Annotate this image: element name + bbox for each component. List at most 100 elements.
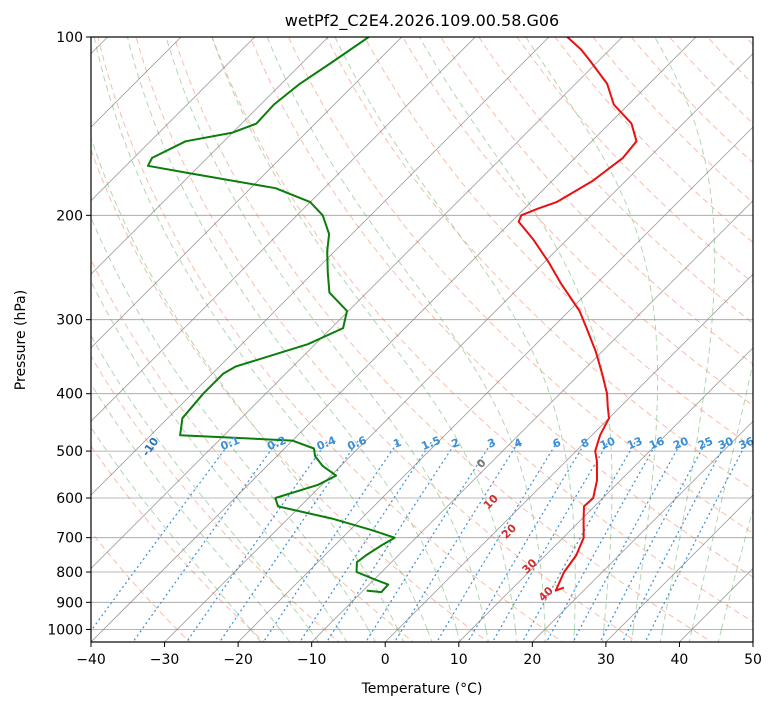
x-tick-label: −40	[76, 652, 106, 668]
mixing-ratio-line	[325, 440, 458, 642]
mixing-ratio-label: 10	[598, 434, 617, 452]
moist-adiabat-line	[93, 37, 433, 642]
moist-adiabat-label: 10	[481, 492, 501, 512]
mixing-ratio-label: 1.5	[420, 434, 443, 453]
isotherm-line	[164, 53, 753, 642]
x-tick-label: 30	[597, 652, 615, 668]
plot-frame	[90, 36, 754, 643]
y-tick-label: 900	[56, 595, 83, 611]
mixing-ratio-label: 13	[625, 434, 644, 452]
mixing-ratio-line	[132, 440, 279, 642]
x-tick-label: −30	[150, 652, 180, 668]
moist-adiabat-line	[165, 37, 490, 642]
mixing-ratio-label: 25	[696, 434, 715, 452]
moist-adiabat-line	[334, 37, 576, 642]
moist-adiabat-line	[525, 37, 659, 642]
mixing-ratio-label: 2	[450, 436, 462, 451]
mixing-ratio-label: 1	[391, 436, 403, 451]
mixing-ratio-line	[185, 440, 329, 642]
dry-adiabat-line	[135, 37, 639, 642]
mixing-ratio-line	[467, 440, 587, 642]
dry-adiabat-line	[287, 37, 753, 534]
mixing-ratio-line	[436, 440, 559, 642]
y-tick-label: 500	[56, 444, 83, 460]
dry-adiabat-line	[592, 37, 753, 204]
dry-adiabat-line	[668, 37, 753, 125]
mixing-ratio-label: 20	[671, 434, 690, 452]
moist-adiabat-label: 0	[474, 456, 489, 471]
isotherm-line	[605, 494, 753, 642]
dry-adiabat-line	[630, 37, 753, 164]
y-tick-label: 100	[56, 30, 83, 46]
mixing-ratio-label: 3	[486, 436, 498, 451]
moist-adiabat-line	[91, 334, 320, 642]
mixing-ratio-label: 0.6	[346, 434, 369, 453]
dry-adiabat-line	[364, 37, 753, 449]
mixing-ratio-line	[365, 440, 494, 642]
y-tick-label: 400	[56, 387, 83, 403]
isotherm-line	[532, 420, 753, 642]
isotherm-line	[311, 200, 753, 642]
x-tick-label: 0	[381, 652, 390, 668]
mixing-ratio-line	[521, 440, 637, 642]
mixing-ratio-line	[394, 440, 520, 642]
y-tick-label: 1000	[47, 622, 83, 638]
isotherm-line	[91, 37, 255, 202]
y-axis-label: Pressure (hPa)	[13, 290, 29, 390]
x-tick-label: −10	[297, 652, 327, 668]
dry-adiabat-line	[91, 258, 415, 642]
moist-adiabat-line	[211, 37, 518, 642]
isotherm-line	[458, 347, 753, 642]
moist-adiabat-line	[91, 216, 376, 642]
dry-adiabat-line	[744, 37, 753, 46]
chart-title: wetPf2_C2E4.2026.109.00.58.G06	[285, 11, 559, 31]
dry-adiabat-line	[91, 445, 265, 642]
moist-adiabat-line	[266, 37, 546, 642]
dry-adiabat-line	[516, 37, 753, 284]
mixing-ratio-line	[599, 440, 708, 642]
isotherm-line	[384, 273, 753, 642]
moist-adiabat-label: 20	[499, 521, 519, 541]
isotherm-line	[91, 37, 329, 275]
dewpoint-profile-line	[146, 37, 396, 594]
mixing-ratio-line	[644, 440, 749, 642]
moist-adiabat-line	[654, 37, 716, 642]
mixing-ratio-label: 16	[647, 434, 666, 452]
y-tick-label: 600	[56, 491, 83, 507]
moist-adiabat-line	[126, 37, 461, 642]
mixing-ratio-label: 8	[579, 436, 591, 451]
moist-adiabat-line	[717, 507, 753, 642]
moist-adiabat-line	[91, 280, 348, 642]
isotherm-line	[91, 37, 403, 349]
dry-adiabat-label: -30	[0, 368, 3, 392]
temperature-profile-line	[517, 37, 638, 592]
isotherm-line	[752, 641, 753, 642]
moist-adiabat-line	[418, 37, 613, 642]
dry-adiabat-line	[440, 37, 753, 365]
x-tick-label: −20	[223, 652, 253, 668]
isotherm-line	[679, 567, 753, 642]
x-tick-label: 20	[523, 652, 541, 668]
y-tick-label: 800	[56, 565, 83, 581]
mixing-ratio-line	[621, 440, 728, 642]
mixing-ratio-label: 30	[716, 434, 735, 452]
dry-adiabat-line	[249, 37, 753, 578]
moist-adiabat-line	[91, 136, 405, 642]
dry-adiabat-line	[325, 37, 753, 491]
dry-adiabat-line	[706, 37, 753, 85]
isotherm-line	[237, 126, 753, 642]
mixing-ratio-line	[91, 440, 232, 632]
isotherm-line	[91, 37, 697, 642]
x-axis-label: Temperature (°C)	[361, 681, 483, 697]
x-tick-label: 10	[450, 652, 468, 668]
mixing-ratio-label: 0.2	[265, 434, 288, 453]
y-tick-label: 300	[56, 313, 83, 329]
y-tick-label: 200	[56, 208, 83, 224]
dry-adiabat-label: -20	[58, 403, 80, 427]
dry-adiabat-line	[91, 148, 489, 642]
y-tick-label: 700	[56, 531, 83, 547]
isotherm-line	[91, 37, 476, 422]
moist-adiabat-line	[688, 360, 753, 642]
mixing-ratio-label: 6	[551, 436, 563, 451]
